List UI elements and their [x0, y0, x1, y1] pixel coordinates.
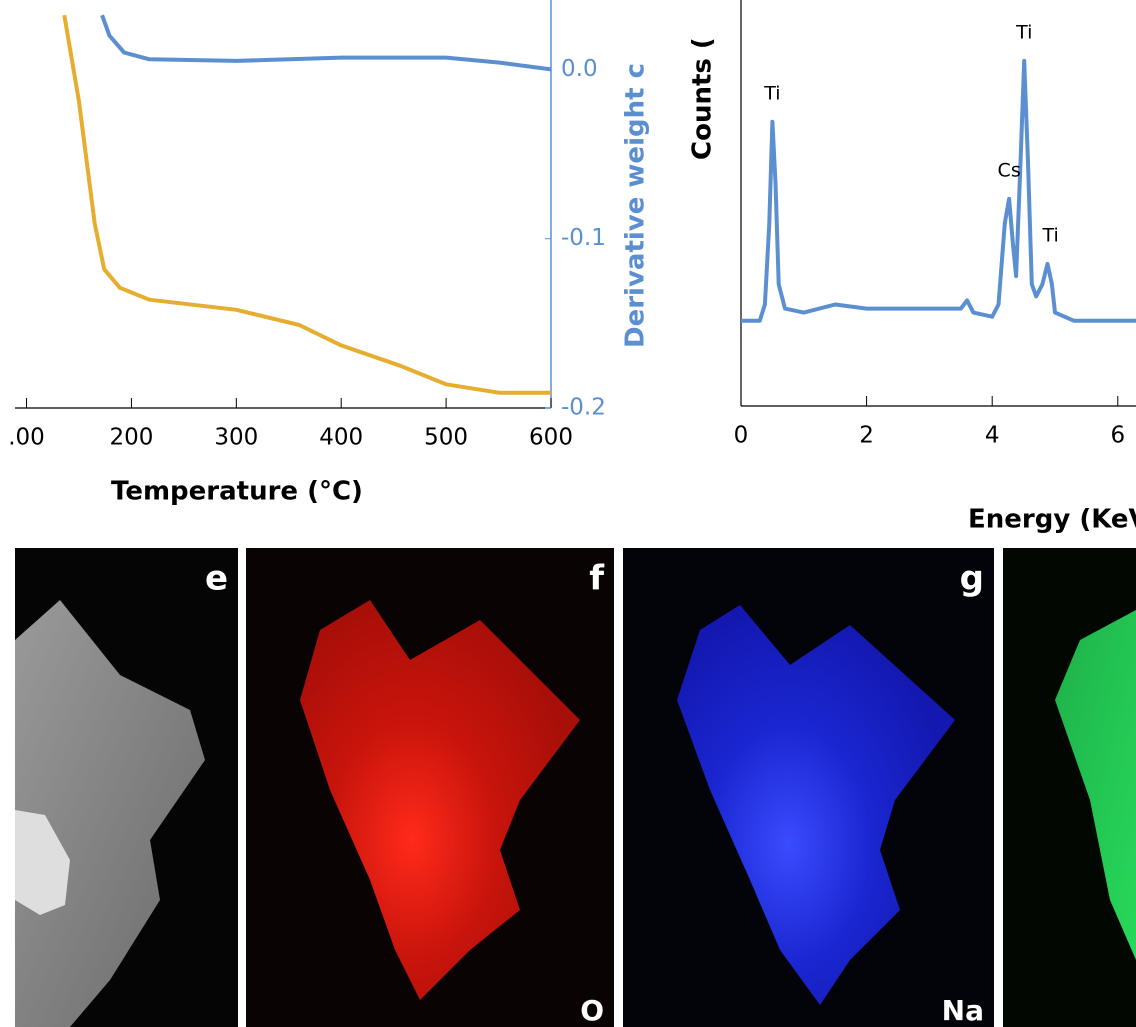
peak-label: Cs — [998, 159, 1021, 181]
element-label: Na — [942, 994, 984, 1027]
x-tick-label: 300 — [214, 425, 258, 451]
x-axis-title: Temperature (°C) — [111, 477, 363, 507]
map-na — [677, 605, 955, 1005]
peak-label: Ti — [763, 82, 780, 104]
data-line — [62, 14, 551, 395]
x-axis-title: Energy (KeV) — [968, 505, 1136, 535]
x-tick-label: 6 — [1110, 423, 1125, 449]
y-axis-title: Counts ( — [688, 37, 718, 160]
x-tick-label: 600 — [529, 425, 573, 451]
x-tick-label: 200 — [109, 425, 153, 451]
panel-letter: g — [960, 559, 984, 599]
x-tick-label: .00 — [8, 425, 45, 451]
x-tick-label: 400 — [319, 425, 363, 451]
map-green — [1055, 610, 1136, 960]
sample-gray — [15, 600, 205, 1027]
image-panels: e f g O Na — [15, 548, 1136, 1027]
y2-axis-title: Derivative weight c — [621, 63, 651, 348]
element-label: O — [580, 994, 604, 1027]
data-line — [741, 58, 1136, 323]
map-o — [300, 600, 580, 1000]
peak-label: Ti — [1041, 224, 1058, 246]
x-tick-label: 4 — [985, 423, 1000, 449]
y2-tick-label: -0.2 — [561, 395, 606, 421]
panel-letter: f — [589, 559, 605, 599]
x-tick-label: 500 — [424, 425, 468, 451]
y2-tick-label: -0.1 — [561, 225, 606, 251]
x-tick-label: 0 — [734, 423, 749, 449]
sample-bright — [15, 810, 70, 915]
data-line — [100, 14, 552, 72]
panel-letter: e — [205, 559, 228, 599]
peak-label: Ti — [1015, 21, 1032, 43]
y2-tick-label: 0.0 — [561, 56, 598, 82]
x-tick-label: 2 — [859, 423, 874, 449]
